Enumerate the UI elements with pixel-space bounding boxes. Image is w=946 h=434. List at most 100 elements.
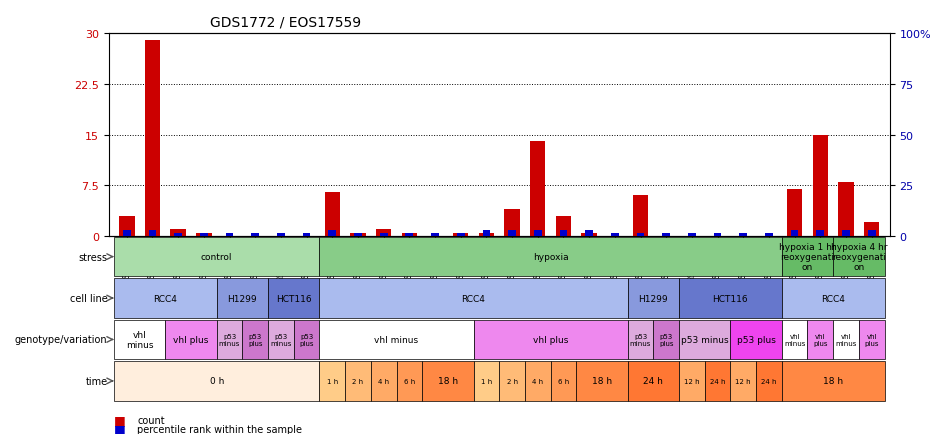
Text: vhl
minus: vhl minus	[835, 333, 857, 346]
FancyBboxPatch shape	[268, 279, 320, 318]
Bar	[402, 233, 417, 237]
Text: vhl
minus: vhl minus	[126, 330, 153, 349]
Text: vhl minus: vhl minus	[375, 335, 418, 344]
FancyBboxPatch shape	[833, 237, 885, 277]
Bar	[479, 233, 494, 237]
Text: ■: ■	[114, 413, 125, 426]
Bar	[123, 230, 131, 237]
Bar	[586, 230, 593, 237]
Text: ■: ■	[114, 422, 125, 434]
FancyBboxPatch shape	[114, 279, 217, 318]
FancyBboxPatch shape	[627, 279, 679, 318]
Text: 4 h: 4 h	[378, 378, 389, 384]
FancyBboxPatch shape	[320, 279, 627, 318]
Text: p53 plus: p53 plus	[737, 335, 776, 344]
Bar	[864, 223, 880, 237]
Text: p53
minus: p53 minus	[271, 333, 291, 346]
Bar	[867, 230, 876, 237]
FancyBboxPatch shape	[422, 361, 474, 401]
Bar	[324, 193, 340, 237]
Bar	[813, 135, 828, 237]
Text: 6 h: 6 h	[404, 378, 415, 384]
Bar	[504, 209, 519, 237]
Bar	[226, 233, 234, 237]
Bar	[765, 233, 773, 237]
FancyBboxPatch shape	[859, 320, 885, 359]
Text: 2 h: 2 h	[506, 378, 517, 384]
Text: hypoxia 1 hr
reoxygenati
on: hypoxia 1 hr reoxygenati on	[780, 242, 835, 272]
FancyBboxPatch shape	[525, 361, 551, 401]
Text: RCC4: RCC4	[462, 294, 485, 303]
Bar	[149, 230, 156, 237]
FancyBboxPatch shape	[627, 320, 654, 359]
FancyBboxPatch shape	[730, 361, 756, 401]
Text: p53
plus: p53 plus	[299, 333, 314, 346]
FancyBboxPatch shape	[551, 361, 576, 401]
Text: 18 h: 18 h	[823, 377, 843, 385]
FancyBboxPatch shape	[474, 361, 499, 401]
Text: p53
plus: p53 plus	[248, 333, 262, 346]
Bar	[534, 230, 542, 237]
Bar	[328, 230, 336, 237]
Bar	[196, 233, 212, 237]
FancyBboxPatch shape	[781, 279, 885, 318]
Text: 12 h: 12 h	[735, 378, 751, 384]
Text: H1299: H1299	[228, 294, 257, 303]
Text: cell line: cell line	[70, 293, 108, 303]
Bar	[791, 230, 798, 237]
Text: vhl
plus: vhl plus	[813, 333, 828, 346]
FancyBboxPatch shape	[114, 237, 320, 277]
FancyBboxPatch shape	[730, 320, 781, 359]
Bar	[376, 230, 392, 237]
Text: p53
minus: p53 minus	[630, 333, 651, 346]
Bar	[457, 233, 464, 237]
Bar	[838, 182, 853, 237]
Text: percentile rank within the sample: percentile rank within the sample	[137, 424, 302, 434]
FancyBboxPatch shape	[679, 320, 730, 359]
FancyBboxPatch shape	[114, 320, 166, 359]
FancyBboxPatch shape	[217, 279, 268, 318]
Bar	[145, 41, 160, 237]
Bar	[453, 233, 468, 237]
Text: 0 h: 0 h	[209, 377, 224, 385]
FancyBboxPatch shape	[781, 361, 885, 401]
Text: time: time	[85, 376, 108, 386]
FancyBboxPatch shape	[114, 361, 320, 401]
Bar	[662, 233, 670, 237]
Text: p53 minus: p53 minus	[681, 335, 728, 344]
Bar	[354, 233, 361, 237]
FancyBboxPatch shape	[217, 320, 242, 359]
Bar	[350, 233, 366, 237]
Text: control: control	[201, 253, 233, 262]
Text: vhl
minus: vhl minus	[784, 333, 805, 346]
FancyBboxPatch shape	[242, 320, 268, 359]
FancyBboxPatch shape	[808, 320, 833, 359]
Bar	[633, 196, 648, 237]
Bar	[816, 230, 824, 237]
Bar	[713, 233, 722, 237]
FancyBboxPatch shape	[474, 320, 627, 359]
Bar	[582, 233, 597, 237]
Text: RCC4: RCC4	[821, 294, 845, 303]
FancyBboxPatch shape	[166, 320, 217, 359]
Text: RCC4: RCC4	[153, 294, 177, 303]
Bar	[611, 233, 619, 237]
Bar	[379, 233, 388, 237]
FancyBboxPatch shape	[679, 361, 705, 401]
Bar	[431, 233, 439, 237]
Text: vhl
plus: vhl plus	[865, 333, 879, 346]
Text: hypoxia 4 hr
reoxygenati
on: hypoxia 4 hr reoxygenati on	[831, 242, 887, 272]
Text: 24 h: 24 h	[710, 378, 726, 384]
Bar	[482, 230, 490, 237]
Bar	[560, 230, 568, 237]
FancyBboxPatch shape	[833, 320, 859, 359]
Text: 24 h: 24 h	[762, 378, 777, 384]
Text: p53
plus: p53 plus	[659, 333, 674, 346]
Text: genotype/variation: genotype/variation	[15, 335, 108, 345]
Text: 1 h: 1 h	[326, 378, 338, 384]
Text: p53
minus: p53 minus	[219, 333, 240, 346]
Text: 24 h: 24 h	[643, 377, 663, 385]
FancyBboxPatch shape	[627, 361, 679, 401]
Text: 18 h: 18 h	[438, 377, 458, 385]
FancyBboxPatch shape	[654, 320, 679, 359]
